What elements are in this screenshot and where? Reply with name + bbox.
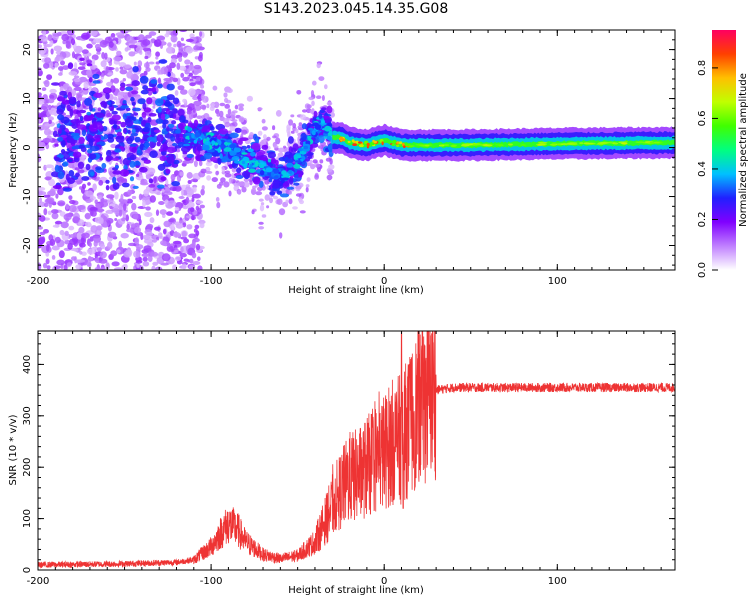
spectrogram-xtick-label: -200: [27, 276, 50, 287]
colorbar-label: Normalized spectral amplitude: [738, 73, 749, 227]
colorbar-tick-label: 0.0: [697, 262, 708, 278]
spectrogram-xtick-label: 100: [548, 276, 567, 287]
snr-ytick-label: 200: [22, 458, 33, 477]
spectrogram-xtick-label: 0: [381, 276, 387, 287]
snr-ytick-label: 0: [22, 567, 33, 573]
spectrogram-xlabel: Height of straight line (km): [288, 285, 424, 296]
spectrogram-xtick-label: -100: [200, 276, 223, 287]
colorbar-tick-label: 0.4: [697, 161, 708, 177]
spectrogram-ylabel: Frequency (Hz): [8, 112, 19, 188]
spectrogram-ytick-label: 0: [22, 144, 33, 150]
colorbar-ticks: 0.0 0.2 0.4 0.6 0.8: [697, 60, 718, 278]
spectrogram-content: [38, 30, 675, 270]
colorbar: 0.0 0.2 0.4 0.6 0.8 Normalized spectral ampl…: [697, 30, 749, 278]
snr-panel: -200 -100 0 100 0 100 200 300 400 Height of stra…: [8, 330, 676, 596]
spectrogram-ytick-label: 10: [22, 92, 33, 105]
snr-xtick-label: 0: [381, 576, 387, 587]
snr-xtick-label: 100: [548, 576, 567, 587]
spectrogram-ytick-label: -10: [22, 188, 33, 204]
colorbar-tick-label: 0.6: [697, 110, 708, 126]
colorbar-tick-label: 0.8: [697, 60, 708, 76]
snr-xtick-label: -100: [200, 576, 223, 587]
snr-frame: [37, 330, 676, 571]
spectrogram-ytick-label: 20: [22, 43, 33, 56]
snr-ytick-label: 100: [22, 509, 33, 528]
snr-xtick-label: -200: [27, 576, 50, 587]
colorbar-tick-label: 0.2: [697, 212, 708, 228]
snr-ytick-label: 300: [22, 406, 33, 425]
colorbar-gradient: [712, 30, 736, 270]
snr-xlabel: Height of straight line (km): [288, 585, 424, 596]
snr-ytick-label: 400: [22, 355, 33, 374]
snr-ticks: -200 -100 0 100 0 100 200 300 400: [22, 331, 675, 587]
snr-ylabel: SNR (10 * v/v): [8, 414, 19, 485]
snr-series-line: [38, 331, 675, 569]
spectrogram-frame: [37, 29, 676, 271]
spectrogram-ytick-label: -20: [22, 237, 33, 253]
figure-title: S143.2023.045.14.35.G08: [264, 1, 449, 17]
